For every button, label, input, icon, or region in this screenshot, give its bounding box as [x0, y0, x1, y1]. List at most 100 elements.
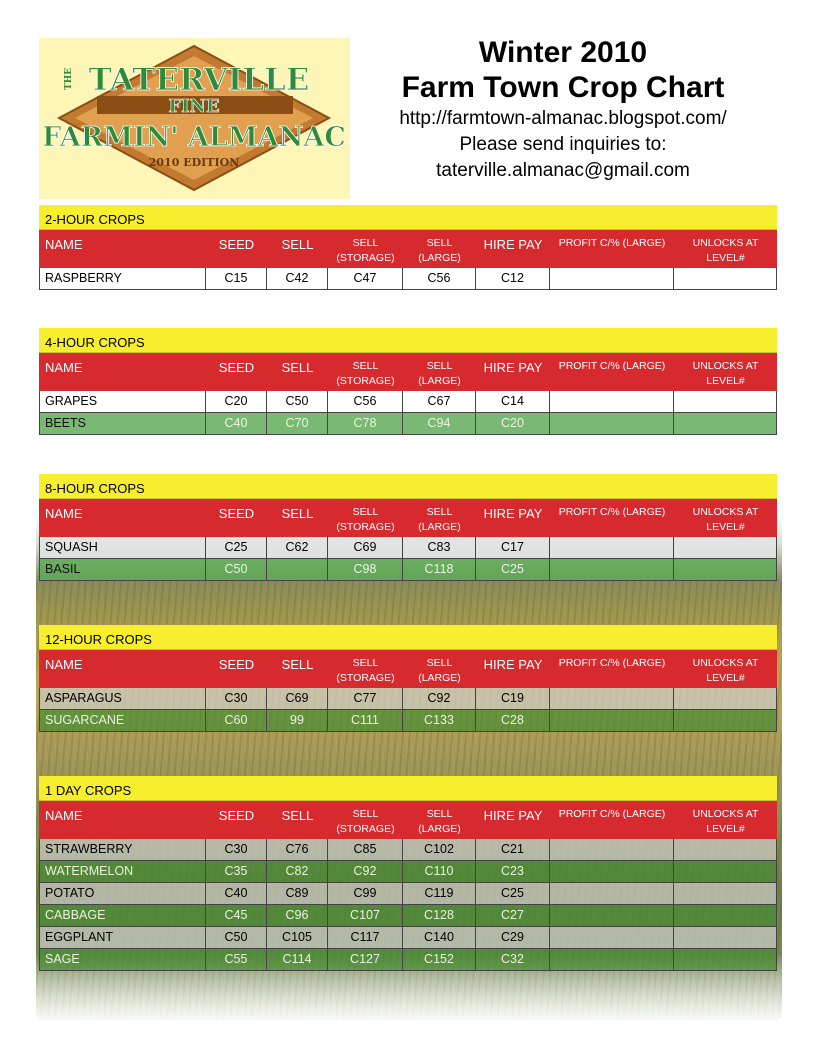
header-unlocks: UNLOCKS AT LEVEL# [674, 499, 777, 537]
section-title: 2-HOUR CROPS [39, 205, 777, 230]
header-sell-storage: SELL (STORAGE) [328, 230, 403, 268]
header-sell-large: SELL (LARGE) [403, 230, 476, 268]
header-seed: SEED [218, 808, 255, 823]
header-sell-storage: SELL (STORAGE) [328, 650, 403, 688]
hire-pay-cell: C21 [476, 839, 550, 861]
crop-name-cell: BEETS [39, 413, 206, 435]
hire-pay-cell: C27 [476, 905, 550, 927]
email-link[interactable]: taterville.almanac@gmail.com [436, 160, 690, 181]
table-header-row: NAME SEED SELL SELL (STORAGE) SELL (LARGE) HIRE… [39, 353, 777, 391]
profit-cell [550, 927, 674, 949]
table-row: POTATO C40 C89 C99 C119 C25 [39, 883, 777, 905]
sell-storage-cell: C117 [328, 927, 403, 949]
sell-price-cell: C42 [267, 268, 328, 290]
header-sell-large-line2: (LARGE) [418, 521, 461, 533]
page-title-season: Winter 2010 [478, 36, 648, 69]
sell-price-cell: C89 [267, 883, 328, 905]
header-sell-storage-line2: (STORAGE) [336, 823, 395, 835]
table-row: EGGPLANT C50 C105 C117 C140 C29 [39, 927, 777, 949]
header-sell-storage-line2: (STORAGE) [336, 375, 395, 387]
seed-cost-cell: C40 [206, 883, 267, 905]
hire-pay-cell: C19 [476, 688, 550, 710]
header-profit: PROFIT C/% (LARGE) [558, 360, 666, 372]
hire-pay-cell: C12 [476, 268, 550, 290]
header-sell-large-line2: (LARGE) [418, 823, 461, 835]
header-sell-storage-line2: (STORAGE) [336, 252, 395, 264]
header-sell-storage-line1: SELL [352, 657, 379, 669]
sell-storage-cell: C85 [328, 839, 403, 861]
hire-pay-cell: C20 [476, 413, 550, 435]
crop-name-cell: ASPARAGUS [39, 688, 206, 710]
sell-price-cell: C62 [267, 537, 328, 559]
table-row: SQUASH C25 C62 C69 C83 C17 [39, 537, 777, 559]
sell-large-cell: C102 [403, 839, 476, 861]
table-row: GRAPES C20 C50 C56 C67 C14 [39, 391, 777, 413]
crop-name-cell: BASIL [39, 559, 206, 581]
profit-cell [550, 391, 674, 413]
sell-large-cell: C118 [403, 559, 476, 581]
header-sell-storage-line1: SELL [352, 360, 379, 372]
header-unlocks: UNLOCKS AT LEVEL# [674, 801, 777, 839]
unlock-level-cell [674, 927, 777, 949]
sell-storage-cell: C69 [328, 537, 403, 559]
header-sell-large-line1: SELL [426, 506, 453, 518]
sell-large-cell: C110 [403, 861, 476, 883]
profit-cell [550, 413, 674, 435]
header-sell: SELL [281, 657, 314, 672]
table-row: ASPARAGUS C30 C69 C77 C92 C19 [39, 688, 777, 710]
header-sell: SELL [281, 808, 314, 823]
table-row: BEETS C40 C70 C78 C94 C20 [39, 413, 777, 435]
crop-name-cell: CABBAGE [39, 905, 206, 927]
hire-pay-cell: C32 [476, 949, 550, 971]
blog-url-link[interactable]: http://farmtown-almanac.blogspot.com/ [399, 108, 727, 129]
table-row: CABBAGE C45 C96 C107 C128 C27 [39, 905, 777, 927]
header-unlocks-line2: LEVEL# [706, 823, 745, 835]
sell-price-cell: C69 [267, 688, 328, 710]
header-unlocks: UNLOCKS AT LEVEL# [674, 230, 777, 268]
sell-large-cell: C56 [403, 268, 476, 290]
crop-name-cell: WATERMELON [39, 861, 206, 883]
header-sell-storage: SELL (STORAGE) [328, 801, 403, 839]
header-sell-large-line1: SELL [426, 237, 453, 249]
header-sell-storage-line2: (STORAGE) [336, 521, 395, 533]
unlock-level-cell [674, 861, 777, 883]
page-title: Farm Town Crop Chart [401, 71, 725, 104]
section-4-hour: 4-HOUR CROPS NAME SEED SELL SELL (STORAGE) SEL… [39, 328, 777, 435]
logo-line2: FINE [168, 96, 219, 117]
header-name: NAME [45, 237, 83, 252]
header-unlocks: UNLOCKS AT LEVEL# [674, 353, 777, 391]
header-unlocks-line1: UNLOCKS AT [692, 808, 759, 820]
seed-cost-cell: C30 [206, 839, 267, 861]
hire-pay-cell: C17 [476, 537, 550, 559]
header-unlocks: UNLOCKS AT LEVEL# [674, 650, 777, 688]
table-header-row: NAME SEED SELL SELL (STORAGE) SELL (LARGE) HIRE… [39, 650, 777, 688]
section-1-day: 1 DAY CROPS NAME SEED SELL SELL (STORAGE) SELL… [39, 776, 777, 971]
hire-pay-cell: C23 [476, 861, 550, 883]
table-header-row: NAME SEED SELL SELL (STORAGE) SELL (LARGE) HIRE… [39, 230, 777, 268]
header-sell-large-line2: (LARGE) [418, 252, 461, 264]
crop-name-cell: SUGARCANE [39, 710, 206, 732]
sell-large-cell: C128 [403, 905, 476, 927]
sell-large-cell: C119 [403, 883, 476, 905]
crop-name-cell: EGGPLANT [39, 927, 206, 949]
sell-storage-cell: C78 [328, 413, 403, 435]
crop-name-cell: RASPBERRY [39, 268, 206, 290]
header-sell-large-line2: (LARGE) [418, 672, 461, 684]
table-row: WATERMELON C35 C82 C92 C110 C23 [39, 861, 777, 883]
header-seed: SEED [218, 360, 255, 375]
header-seed: SEED [218, 506, 255, 521]
table-row: RASPBERRY C15 C42 C47 C56 C12 [39, 268, 777, 290]
unlock-level-cell [674, 839, 777, 861]
table-row: SAGE C55 C114 C127 C152 C32 [39, 949, 777, 971]
header-sell-large-line1: SELL [426, 360, 453, 372]
header-profit: PROFIT C/% (LARGE) [558, 506, 666, 518]
header-sell-large-line1: SELL [426, 657, 453, 669]
logo-line3: FARMIN' ALMANAC [42, 122, 346, 153]
header-sell: SELL [281, 506, 314, 521]
header-hire-pay: HIRE PAY [483, 657, 543, 672]
sell-large-cell: C152 [403, 949, 476, 971]
hire-pay-cell: C25 [476, 559, 550, 581]
seed-cost-cell: C50 [206, 559, 267, 581]
profit-cell [550, 559, 674, 581]
logo-graphic: THE TATERVILLE FINE FARMIN' ALMANAC 2010… [39, 38, 350, 199]
